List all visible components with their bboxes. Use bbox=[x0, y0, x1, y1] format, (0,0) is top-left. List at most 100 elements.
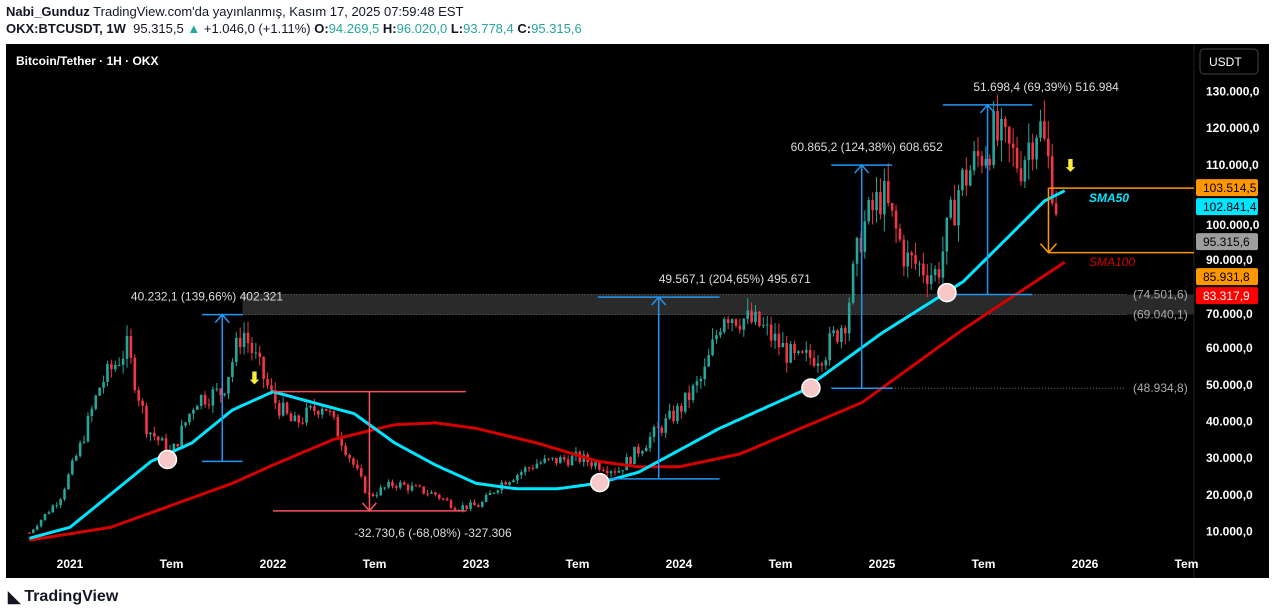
candle-body bbox=[188, 413, 191, 423]
candle-body bbox=[195, 405, 199, 410]
candle-body bbox=[426, 493, 429, 495]
candle-body bbox=[984, 158, 988, 166]
candle-body bbox=[738, 325, 742, 330]
candle-body bbox=[28, 532, 31, 534]
candle-body bbox=[223, 393, 226, 396]
candle-body bbox=[972, 151, 976, 171]
candle-body bbox=[74, 455, 78, 461]
time-tick: Tem bbox=[1175, 557, 1199, 571]
candle-body bbox=[192, 409, 195, 414]
candle-body bbox=[129, 335, 133, 358]
currency-button[interactable] bbox=[1199, 48, 1259, 75]
candle-body bbox=[344, 445, 347, 455]
candle-body bbox=[758, 311, 761, 326]
candle-body bbox=[231, 362, 234, 378]
candle-body bbox=[484, 495, 488, 502]
candle-body bbox=[328, 410, 332, 412]
candle-body bbox=[1000, 118, 1003, 141]
candle-body bbox=[246, 332, 250, 343]
candle-body bbox=[957, 190, 960, 226]
logo-text: TradingView bbox=[24, 588, 119, 605]
currency-label: USDT bbox=[1209, 55, 1242, 69]
candle-body bbox=[184, 422, 187, 426]
candle-body bbox=[660, 427, 664, 433]
arrow-icon bbox=[214, 313, 230, 324]
candle-body bbox=[293, 415, 297, 422]
candle-body bbox=[402, 482, 406, 485]
candle-body bbox=[988, 158, 992, 166]
candle-body bbox=[35, 526, 39, 530]
candle-body bbox=[625, 457, 628, 471]
arrow-icon bbox=[979, 103, 996, 114]
candle-body bbox=[804, 349, 808, 353]
candle-body bbox=[762, 324, 765, 326]
candle-body bbox=[1039, 121, 1042, 138]
time-tick: 2025 bbox=[869, 557, 896, 571]
candle-body bbox=[254, 352, 258, 354]
candle-body bbox=[992, 111, 995, 166]
candle-body bbox=[242, 332, 246, 348]
candle-body bbox=[352, 458, 355, 465]
candle-body bbox=[820, 363, 824, 366]
candle-body bbox=[430, 492, 433, 494]
candle-body bbox=[270, 385, 273, 391]
candle-body bbox=[180, 425, 183, 447]
price-tag-label: 102.841,4 bbox=[1203, 200, 1257, 214]
candle-body bbox=[683, 392, 687, 412]
candle-body bbox=[461, 505, 465, 510]
candle-body bbox=[793, 343, 796, 354]
candle-body bbox=[137, 390, 141, 401]
c-label: C: bbox=[517, 21, 532, 36]
candle-body bbox=[832, 330, 835, 334]
candle-body bbox=[363, 476, 367, 494]
candle-body bbox=[488, 492, 492, 496]
candle-body bbox=[902, 239, 906, 267]
candle-body bbox=[566, 459, 570, 466]
price-tick: 40.000,0 bbox=[1206, 415, 1253, 429]
candle-body bbox=[808, 349, 812, 358]
low-value: 93.778,4 bbox=[463, 21, 514, 36]
touch-point-marker bbox=[590, 472, 610, 493]
time-tick: 2021 bbox=[57, 557, 84, 571]
level-label: (74.501,6) bbox=[1133, 287, 1188, 301]
candle-body bbox=[516, 474, 519, 481]
price-tick: 60.000,0 bbox=[1206, 341, 1253, 355]
candle-body bbox=[117, 364, 121, 366]
candle-body bbox=[555, 457, 558, 464]
candle-body bbox=[383, 487, 386, 489]
candle-body bbox=[324, 408, 328, 411]
candle-body bbox=[145, 405, 148, 435]
candle-body bbox=[313, 406, 316, 412]
candle-body bbox=[320, 408, 324, 415]
candle-body bbox=[71, 460, 74, 475]
candle-body bbox=[980, 156, 984, 166]
candle-body bbox=[641, 451, 644, 454]
sma50-label: SMA50 bbox=[1089, 191, 1129, 205]
chart-area[interactable]: Bitcoin/Tether · 1H · OKX USDT (74.501,6… bbox=[6, 44, 1269, 578]
time-tick: 2023 bbox=[463, 557, 490, 571]
candle-body bbox=[890, 203, 894, 211]
tradingview-logo[interactable]: ◣ TradingView bbox=[8, 587, 118, 607]
candle-body bbox=[707, 355, 710, 367]
candle-body bbox=[621, 470, 625, 472]
h-label: H: bbox=[382, 21, 397, 36]
candle-body bbox=[691, 385, 695, 401]
last-price: 95.315,5 bbox=[133, 21, 184, 36]
up-arrow-icon: ▲ bbox=[187, 21, 201, 36]
candle-body bbox=[527, 467, 531, 469]
candle-body bbox=[883, 181, 886, 215]
level-label: (69.040,1) bbox=[1133, 308, 1188, 322]
price-tag bbox=[1196, 268, 1258, 286]
candle-body bbox=[941, 251, 945, 278]
ohlc-line: OKX:BTCUSDT, 1W 95.315,5 ▲ +1.046,0 (+1.… bbox=[6, 21, 582, 36]
candle-body bbox=[356, 464, 359, 469]
candle-body bbox=[121, 358, 125, 365]
candle-body bbox=[914, 255, 917, 264]
candle-body bbox=[297, 415, 301, 423]
l-label: L: bbox=[450, 21, 464, 36]
candle-body bbox=[562, 457, 566, 460]
candle-body bbox=[918, 263, 921, 265]
price-tag-label: 85.931,8 bbox=[1203, 270, 1250, 284]
candle-body bbox=[250, 342, 254, 353]
candle-body bbox=[859, 238, 863, 252]
